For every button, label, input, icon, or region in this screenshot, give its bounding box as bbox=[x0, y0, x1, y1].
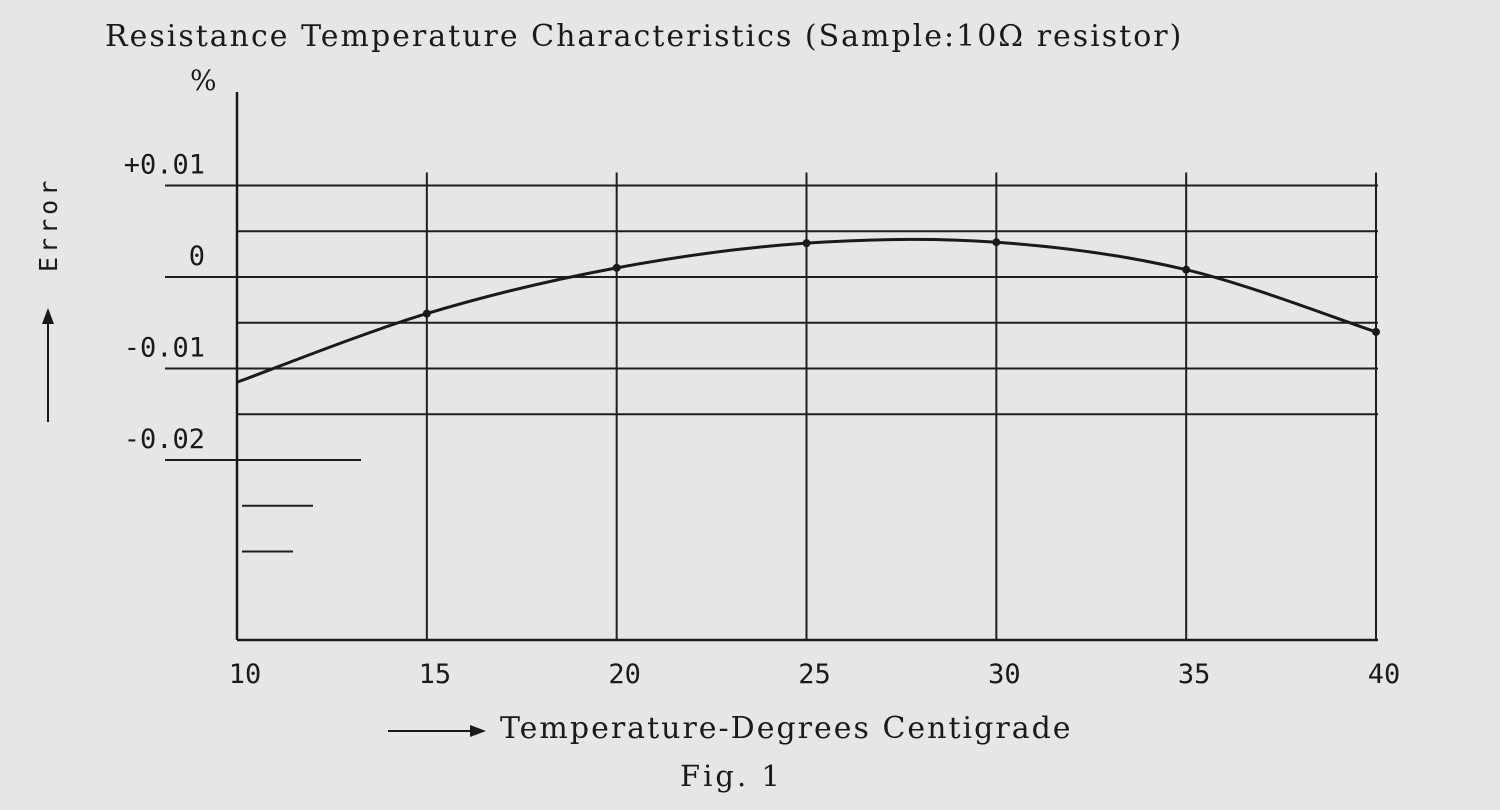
x-axis-title: Temperature-Degrees Centigrade bbox=[388, 711, 1073, 746]
y-tick-label: -0.01 bbox=[124, 333, 205, 364]
chart-title: Resistance Temperature Characteristics (… bbox=[105, 19, 1183, 54]
series bbox=[236, 237, 1380, 384]
data-point bbox=[802, 239, 811, 248]
x-tick-label: 10 bbox=[229, 659, 262, 690]
x-tick-label: 20 bbox=[608, 659, 641, 690]
y-axis-title: Error bbox=[34, 177, 63, 422]
x-tick-label: 15 bbox=[419, 659, 452, 690]
data-point bbox=[1182, 265, 1191, 274]
data-point bbox=[992, 238, 1001, 247]
y-unit-label: % bbox=[190, 64, 217, 97]
x-axis-label: Temperature-Degrees Centigrade bbox=[500, 711, 1073, 746]
data-point bbox=[612, 263, 621, 272]
y-axis-label: Error bbox=[34, 177, 63, 272]
x-tick-label: 35 bbox=[1178, 659, 1211, 690]
x-axis-arrow-head bbox=[470, 725, 486, 737]
x-tick-label: 40 bbox=[1368, 659, 1401, 690]
y-tick-label: -0.02 bbox=[124, 424, 205, 455]
y-ticks: +0.01 0 -0.01 -0.02 bbox=[124, 150, 205, 456]
y-axis-arrow-head bbox=[42, 308, 54, 324]
y-tick-label: +0.01 bbox=[124, 150, 205, 181]
x-tick-label: 30 bbox=[988, 659, 1021, 690]
axes bbox=[165, 92, 1378, 642]
x-tick-label: 25 bbox=[798, 659, 831, 690]
data-point bbox=[422, 309, 431, 318]
y-tick-label: 0 bbox=[189, 241, 205, 272]
data-point bbox=[1372, 327, 1380, 336]
grid bbox=[165, 172, 1378, 640]
figure-caption: Fig. 1 bbox=[680, 759, 783, 793]
x-ticks: 10 15 20 25 30 35 40 bbox=[229, 659, 1401, 690]
